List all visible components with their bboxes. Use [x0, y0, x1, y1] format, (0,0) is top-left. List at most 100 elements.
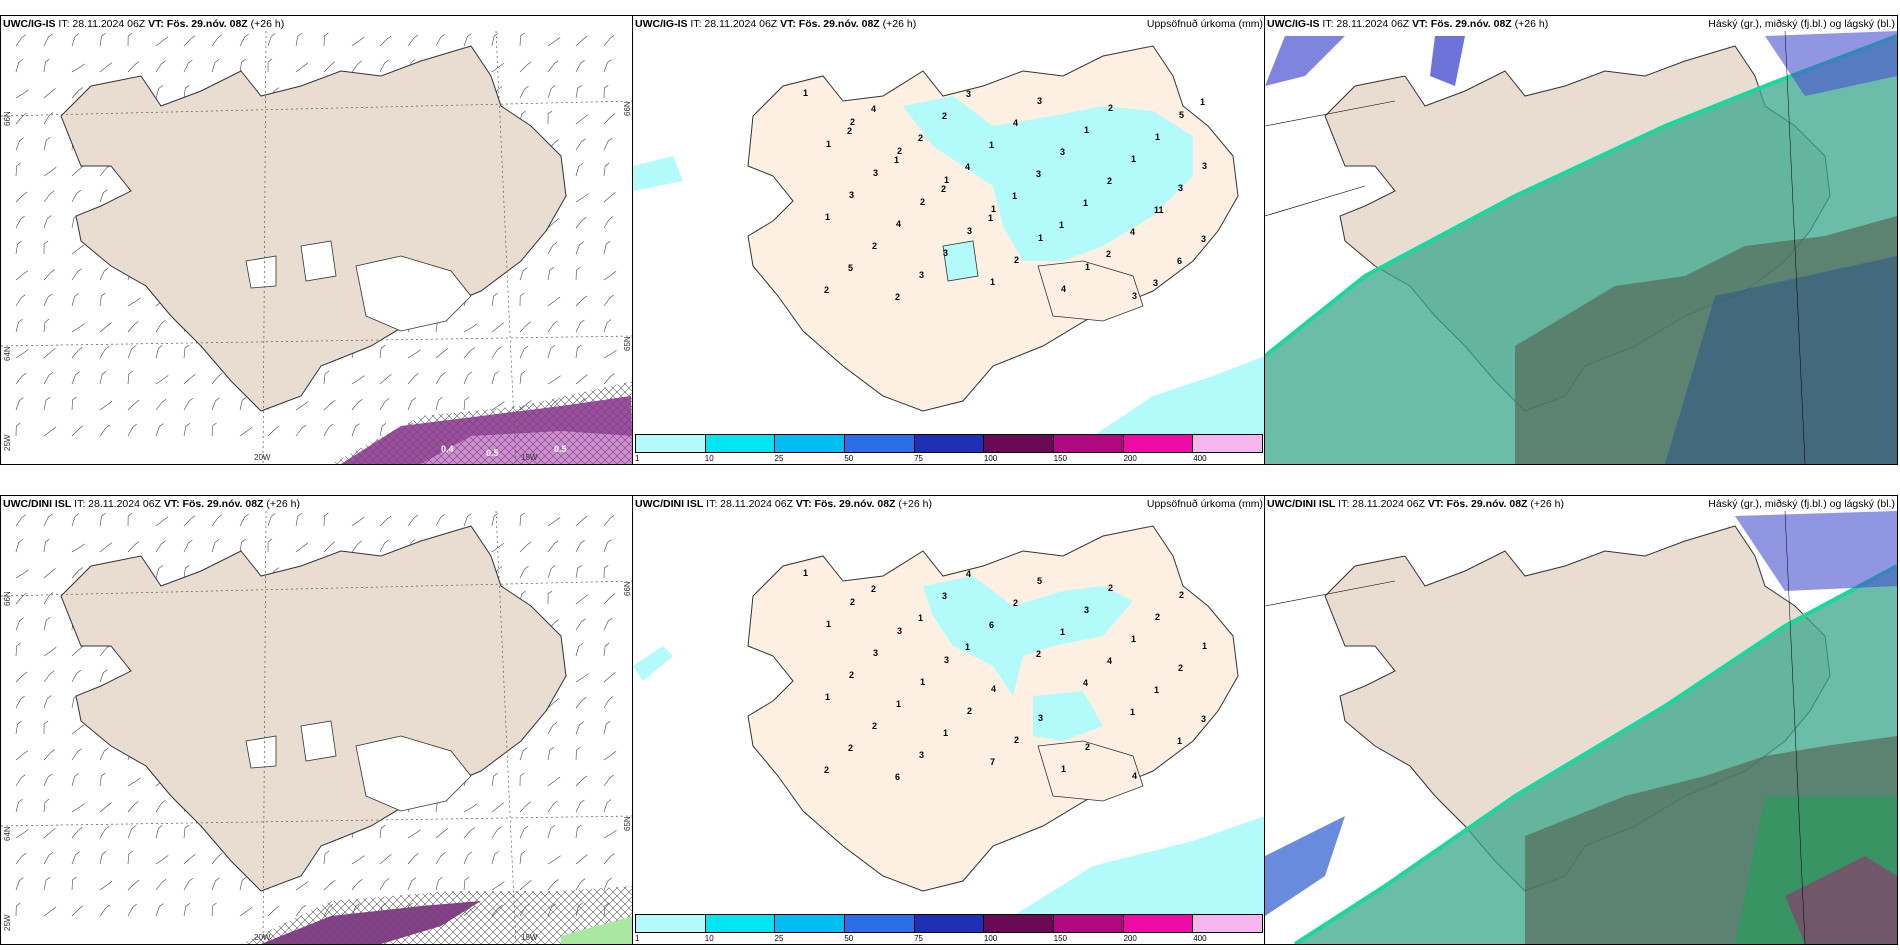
- precip-value: 2: [824, 765, 829, 775]
- precip-value: 1: [965, 642, 970, 652]
- wind-barb: [71, 669, 81, 683]
- wind-barb: [43, 269, 55, 281]
- precip-value: 3: [1202, 161, 1207, 171]
- wind-barb: [43, 617, 51, 631]
- precip-value: 1: [825, 212, 830, 222]
- wind-barb: [43, 513, 53, 527]
- colorbar-tick: 200: [1123, 454, 1137, 463]
- wind-barb: [575, 193, 589, 203]
- precip-value: 3: [944, 655, 949, 665]
- wind-barb: [99, 772, 106, 787]
- precip-numbers: 1221111351323242133431311312334321135221…: [803, 88, 1207, 302]
- wind-barb: [491, 881, 505, 891]
- wind-barb: [155, 320, 166, 333]
- wind-barb: [603, 240, 611, 255]
- wind-barb: [183, 398, 194, 411]
- wind-barb: [183, 824, 190, 839]
- glacier: [355, 255, 472, 332]
- wind-barb: [155, 540, 166, 553]
- wind-barb: [239, 876, 247, 891]
- precip-value: 1: [1061, 764, 1066, 774]
- wind-barb: [603, 853, 615, 865]
- precip-value: 2: [1013, 598, 1018, 608]
- wind-barb: [547, 540, 559, 553]
- wind-barb: [603, 216, 614, 229]
- wind-barb: [15, 902, 21, 917]
- wind-barb: [575, 696, 587, 709]
- wind-barb: [211, 514, 222, 527]
- wind-barb: [71, 827, 83, 839]
- panel-header: UWC/IG-IS IT: 28.11.2024 06Z VT: Fös. 29…: [1267, 18, 1549, 30]
- wind-barb: [43, 88, 56, 99]
- wind-barb: [575, 114, 589, 125]
- wind-barb: [99, 292, 106, 307]
- precip-value: 2: [1014, 735, 1019, 745]
- precip-value: 4: [1132, 771, 1137, 781]
- wind-barb: [603, 696, 614, 709]
- precip-value: 1: [1083, 198, 1088, 208]
- wind-barb: [463, 33, 472, 47]
- wind-barb: [519, 880, 532, 891]
- wind-barb: [71, 543, 85, 553]
- cloud-map: [1265, 16, 1897, 464]
- wind-barb: [43, 372, 54, 385]
- precip-value: 3: [1037, 96, 1042, 106]
- wind-barb: [295, 424, 307, 437]
- wind-barb: [155, 855, 169, 865]
- wind-barb: [71, 33, 80, 47]
- wind-barb: [71, 396, 77, 411]
- precip-value: 1: [1177, 736, 1182, 746]
- wind-barb: [603, 373, 615, 385]
- precip-value: 5: [1037, 576, 1042, 586]
- precip-value: 2: [1178, 663, 1183, 673]
- precip-value: 1: [803, 88, 808, 98]
- precip-value: 1: [1085, 262, 1090, 272]
- precip-value: 1: [1130, 707, 1135, 717]
- wind-barb: [15, 270, 28, 281]
- precip-value: 2: [895, 292, 900, 302]
- colorbar-tick: 50: [844, 934, 854, 943]
- wind-barb: [15, 422, 21, 437]
- wind-barb: [43, 293, 53, 307]
- precip-value: 3: [1178, 183, 1183, 193]
- wind-barb: [99, 826, 110, 839]
- wind-barb: [575, 746, 581, 761]
- precip-value: 3: [919, 270, 924, 280]
- precip-value: 3: [1132, 291, 1137, 301]
- wind-barb: [127, 512, 133, 527]
- wind-barb: [99, 904, 111, 917]
- precip-value: 1: [896, 699, 901, 709]
- wind-barb: [295, 542, 309, 553]
- precip-value: 6: [989, 620, 994, 630]
- colorbar-cell: [705, 915, 776, 932]
- wind-barb: [547, 746, 555, 761]
- wind-barb: [43, 773, 53, 787]
- wind-barb: [491, 292, 498, 307]
- wind-barb: [547, 110, 553, 125]
- wind-barb: [547, 590, 553, 605]
- wind-barb: [211, 852, 223, 865]
- wind-barb: [407, 34, 419, 47]
- wind-map: [1, 510, 633, 944]
- wind-barb: [491, 62, 505, 73]
- wind-barb: [71, 347, 83, 359]
- wind-barb: [99, 424, 111, 437]
- panel-title: Háský (gr.), miðský (fj.bl.) og lágský (…: [1708, 498, 1895, 510]
- wind-barb: [603, 59, 612, 73]
- wind-barb: [575, 643, 583, 657]
- wind-barb: [43, 58, 50, 73]
- wind-barb: [71, 803, 85, 813]
- wind-barb: [155, 36, 169, 47]
- wind-barb: [15, 59, 23, 73]
- precip-value: 3: [966, 89, 971, 99]
- wind-barb: [575, 824, 582, 839]
- wind-barb: [603, 829, 617, 839]
- precip-value: 2: [1108, 103, 1113, 113]
- panel-header: UWC/DINI ISL IT: 28.11.2024 06Z VT: Fös.…: [3, 498, 300, 510]
- wind-barb: [519, 801, 531, 813]
- wind-barb: [603, 514, 615, 527]
- precip-value: 3: [1084, 605, 1089, 615]
- colorbar-tick: 10: [704, 454, 714, 463]
- wind-barb: [127, 777, 141, 787]
- panel-header: UWC/IG-IS IT: 28.11.2024 06Z VT: Fös. 29…: [635, 18, 917, 30]
